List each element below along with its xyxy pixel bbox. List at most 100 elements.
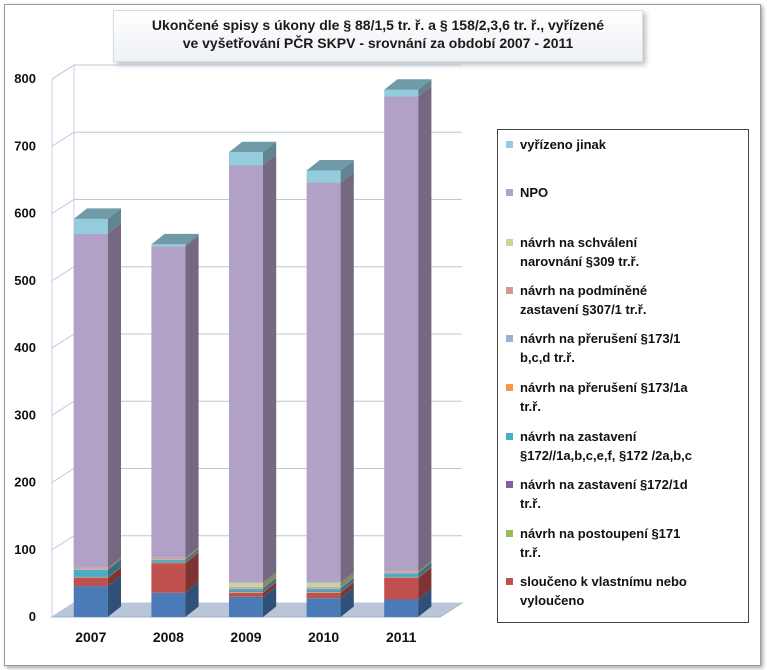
bar-segment-side bbox=[418, 566, 432, 578]
legend-label: tr.ř. bbox=[520, 399, 541, 414]
legend-swatch bbox=[506, 481, 513, 488]
bar-segment-side bbox=[418, 85, 432, 572]
bar-top bbox=[384, 79, 432, 90]
legend-label: návrh na schválení bbox=[520, 235, 638, 250]
bar-segment-front bbox=[306, 582, 341, 587]
bar-segment-front bbox=[73, 218, 108, 234]
legend-swatch bbox=[506, 287, 513, 294]
bar-segment bbox=[151, 547, 199, 559]
bar-segment-side bbox=[263, 572, 277, 587]
bar-segment-side bbox=[340, 581, 354, 593]
bar-segment bbox=[151, 551, 199, 563]
bar-segment-side bbox=[263, 578, 277, 592]
bar-top bbox=[151, 233, 199, 245]
bar-segment bbox=[384, 562, 432, 574]
chart-title-line-1: Ukončené spisy s úkony dle § 88/1,5 tr. … bbox=[151, 17, 605, 33]
bar-segment-front bbox=[229, 582, 263, 587]
bar-segment bbox=[306, 577, 354, 589]
legend-label: návrh na zastavení §172/1d bbox=[520, 477, 688, 492]
bar-segment-side bbox=[107, 208, 121, 234]
bar-segment-side bbox=[107, 575, 121, 617]
bar-segment-front bbox=[306, 588, 341, 592]
bar-segment bbox=[306, 159, 354, 183]
bar-segment bbox=[384, 85, 432, 572]
bar-segment-side bbox=[340, 576, 354, 589]
bar-segment bbox=[229, 577, 277, 589]
bar-segment bbox=[229, 586, 277, 617]
bar-segment-side bbox=[107, 559, 121, 577]
bar-segment-front bbox=[306, 586, 341, 588]
bar-segment-front bbox=[306, 182, 341, 583]
legend-label: návrh na postoupení §171 bbox=[520, 526, 681, 541]
bar-segment bbox=[229, 576, 277, 588]
bar-segment-front bbox=[229, 596, 263, 617]
bar-segment bbox=[151, 235, 199, 558]
bar-segment bbox=[229, 580, 277, 593]
bar-segment-side bbox=[185, 233, 199, 247]
legend: vyřízeno jinak NPO návrh na schválení narov… bbox=[497, 129, 749, 623]
bar-segment bbox=[229, 578, 277, 592]
bar-segment-side bbox=[340, 159, 354, 183]
bar-segment bbox=[229, 154, 277, 583]
bar-segment bbox=[384, 560, 432, 572]
bar-segment bbox=[384, 561, 432, 573]
bar-segment-front bbox=[384, 576, 419, 578]
legend-label: §172//1a,b,c,e,f, §172 /2a,b,c bbox=[520, 448, 693, 463]
bar-segment-side bbox=[340, 172, 354, 583]
bar-segment-side bbox=[340, 572, 354, 587]
legend-label: tr.ř. bbox=[520, 496, 541, 511]
bar-segment bbox=[151, 552, 199, 564]
bar-segment-front bbox=[73, 569, 108, 577]
y-tick-label: 700 bbox=[14, 138, 36, 153]
bar-segment-front bbox=[306, 592, 341, 599]
legend-swatch bbox=[506, 189, 513, 196]
bar-segment-side bbox=[263, 586, 277, 617]
bar-segment bbox=[151, 547, 199, 560]
legend-label: vyloučeno bbox=[520, 593, 585, 608]
bar-segment-front bbox=[384, 572, 419, 574]
legend-swatch bbox=[506, 578, 513, 585]
bar-segment-side bbox=[107, 557, 121, 569]
bar-segment bbox=[229, 576, 277, 589]
bar-segment bbox=[229, 581, 277, 593]
bar-segment-side bbox=[263, 581, 277, 593]
bar-segment bbox=[306, 172, 354, 583]
bar-segment-front bbox=[229, 592, 263, 593]
bar-segment-front bbox=[384, 571, 419, 572]
bar-segment-front bbox=[73, 569, 108, 570]
bar-segment-side bbox=[418, 566, 432, 578]
chart-title: Ukončené spisy s úkony dle § 88/1,5 tr. … bbox=[113, 10, 643, 62]
bar-segment-front bbox=[384, 89, 419, 97]
bar-segment bbox=[151, 549, 199, 562]
bar-segment-side bbox=[263, 154, 277, 583]
bar-segment-front bbox=[151, 562, 186, 564]
bar-segment-side bbox=[418, 562, 432, 577]
y-axis-ticks: 0 100 200 300 400 500 600 700 800 bbox=[14, 71, 36, 624]
bar-segment bbox=[73, 558, 121, 570]
bar-segment-front bbox=[384, 571, 419, 573]
legend-label: návrh na přerušení §173/1 bbox=[520, 331, 681, 346]
bar-segment-side bbox=[185, 551, 199, 563]
bar-segment-side bbox=[185, 552, 199, 564]
bar-segment-front bbox=[151, 559, 186, 562]
legend-swatch bbox=[506, 239, 513, 246]
bar-segment bbox=[73, 567, 121, 587]
bar-segment-side bbox=[340, 587, 354, 617]
bar-segment bbox=[229, 141, 277, 166]
bar-segment-front bbox=[306, 588, 341, 589]
bar-segment-side bbox=[185, 549, 199, 562]
bar-segment bbox=[73, 223, 121, 568]
legend-label: návrh na přerušení §173/1a bbox=[520, 380, 688, 395]
bar-segment bbox=[73, 558, 121, 570]
bar-segment-side bbox=[107, 566, 121, 578]
legend-swatch bbox=[506, 530, 513, 537]
bar-segment-side bbox=[107, 567, 121, 587]
legend-label: NPO bbox=[520, 185, 549, 200]
bar-segment-front bbox=[229, 587, 263, 589]
bar-segment-front bbox=[229, 592, 263, 597]
bar-segment-side bbox=[185, 548, 199, 560]
bar-segment-front bbox=[151, 563, 186, 593]
bar-segment bbox=[73, 557, 121, 569]
bar-segment bbox=[151, 582, 199, 617]
bar-segment bbox=[384, 566, 432, 578]
